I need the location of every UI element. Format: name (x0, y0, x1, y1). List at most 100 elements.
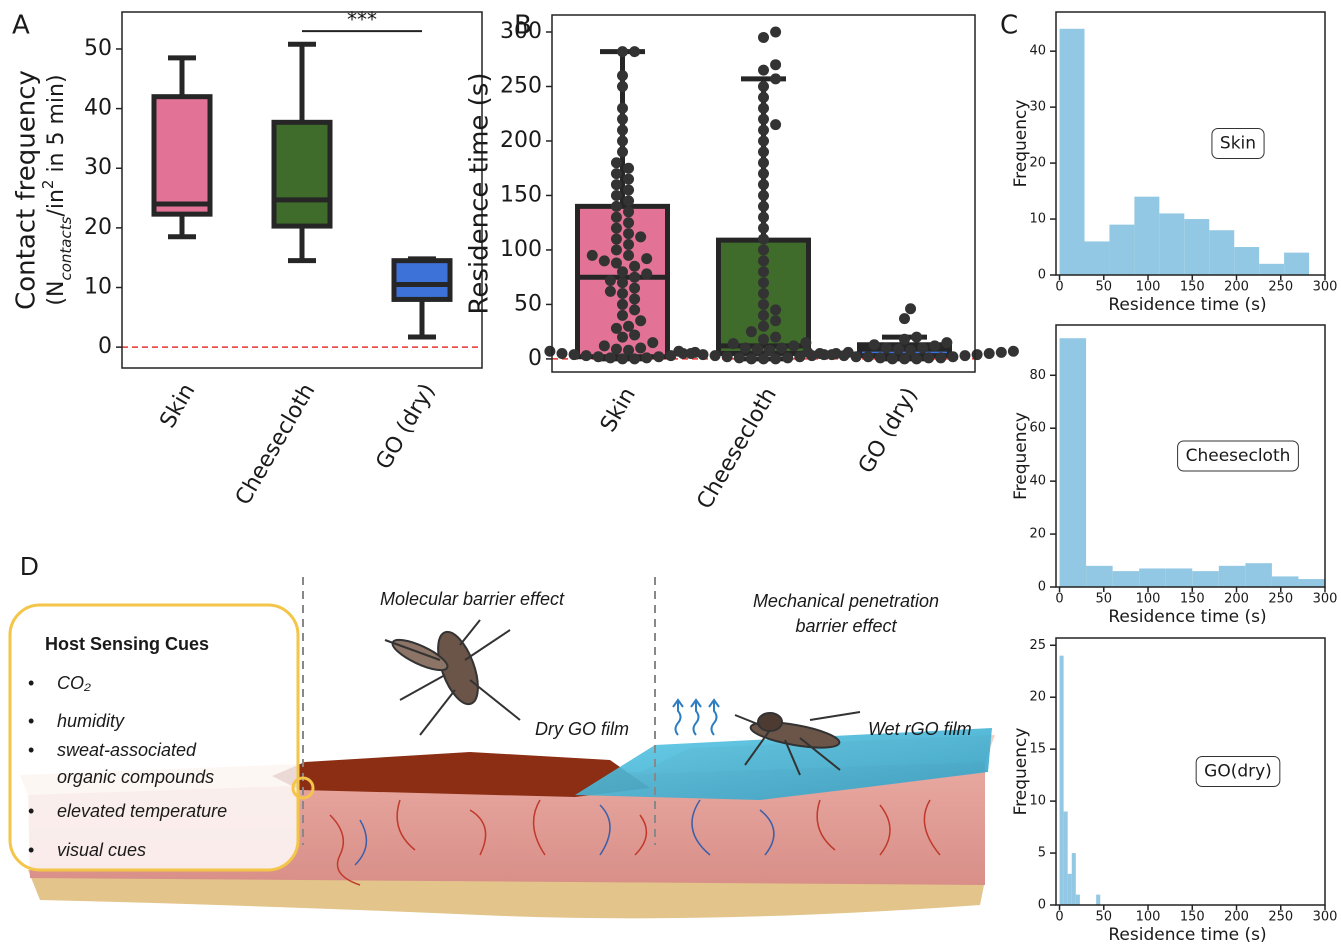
point (960, 350, 971, 361)
x-tick-label: Cheesecloth (692, 384, 781, 514)
point (698, 349, 709, 360)
bar (1139, 568, 1166, 587)
cue: visual cues (57, 840, 146, 860)
bullet: • (28, 711, 34, 731)
point (839, 350, 850, 361)
point (923, 352, 934, 363)
point (869, 339, 880, 350)
point (758, 157, 769, 168)
legend-label: GO(dry) (1204, 762, 1272, 782)
y-tick-label: 15 (1029, 742, 1046, 757)
point (641, 268, 652, 279)
point (629, 272, 640, 283)
point (635, 343, 646, 354)
x-axis-label: Residence time (s) (1108, 607, 1266, 627)
point (776, 343, 787, 354)
x-tick-label: Skin (155, 380, 200, 433)
y-tick-label: 10 (84, 274, 112, 299)
point (758, 334, 769, 345)
point (629, 46, 640, 57)
x-axis-label: Residence time (s) (1108, 295, 1266, 315)
point (770, 304, 781, 315)
point (611, 234, 622, 245)
x-tick-label: 200 (1224, 910, 1249, 925)
y-axis-label: Frequency (1011, 100, 1031, 188)
point (770, 119, 781, 130)
point (685, 348, 696, 359)
y-tick-label: 300 (500, 19, 542, 44)
y-tick-label: 0 (1038, 268, 1046, 283)
y-tick-label: 20 (84, 215, 112, 240)
x-tick-label: 50 (1096, 592, 1113, 607)
point (635, 231, 646, 242)
x-tick-label: 150 (1180, 280, 1205, 295)
point (782, 352, 793, 363)
panel-letter: C (1000, 11, 1018, 41)
point (758, 277, 769, 288)
bar (1159, 213, 1184, 275)
y-axis-label: Frequency (1011, 412, 1031, 500)
point (826, 349, 837, 360)
point (947, 351, 958, 362)
point (623, 239, 634, 250)
point (653, 351, 664, 362)
y-tick-label: 50 (84, 36, 112, 61)
bar (1086, 566, 1113, 587)
y-tick-label: 40 (1029, 44, 1046, 59)
bar (1209, 230, 1234, 275)
region-label: Mechanical penetration (753, 591, 939, 611)
point (758, 201, 769, 212)
bar (1134, 197, 1159, 275)
point (851, 351, 862, 362)
point (623, 228, 634, 239)
point (935, 352, 946, 363)
point (629, 304, 640, 315)
film-label: Wet rGO film (868, 719, 972, 739)
point (587, 250, 598, 261)
bullet: • (28, 801, 34, 821)
point (899, 313, 910, 324)
axes-frame (1056, 638, 1325, 905)
point (758, 266, 769, 277)
x-tick-label: 50 (1096, 280, 1113, 295)
callout-title: Host Sensing Cues (45, 634, 209, 654)
point (758, 92, 769, 103)
point (599, 340, 610, 351)
point (617, 70, 628, 81)
point (788, 340, 799, 351)
x-tick-label: 200 (1224, 280, 1249, 295)
y-tick-label: 80 (1029, 368, 1046, 383)
x-tick-label: 250 (1268, 592, 1293, 607)
point (611, 179, 622, 190)
point (905, 303, 916, 314)
point (641, 352, 652, 363)
point (605, 286, 616, 297)
y-axis-label: Contact frequency (12, 70, 42, 310)
y-tick-label: 50 (514, 291, 542, 316)
x-tick-label: 100 (1136, 592, 1161, 607)
x-tick-label: 300 (1313, 592, 1338, 607)
point (758, 81, 769, 92)
point (893, 344, 904, 355)
point (758, 299, 769, 310)
point (611, 201, 622, 212)
point (710, 350, 721, 361)
x-tick-label: 100 (1136, 280, 1161, 295)
bar (1298, 579, 1325, 587)
y-tick-label: 0 (1038, 898, 1046, 913)
point (752, 344, 763, 355)
point (611, 168, 622, 179)
y-tick-label: 25 (1029, 638, 1046, 653)
mosquito-flying (385, 620, 520, 735)
point (611, 323, 622, 334)
y-tick-label: 60 (1029, 421, 1046, 436)
point (764, 345, 775, 356)
point (647, 337, 658, 348)
bar (1184, 219, 1209, 275)
point (758, 135, 769, 146)
point (905, 345, 916, 356)
y-axis-label-part: 2 (39, 180, 57, 190)
y-tick-label: 40 (1029, 474, 1046, 489)
point (758, 125, 769, 136)
point (814, 348, 825, 359)
